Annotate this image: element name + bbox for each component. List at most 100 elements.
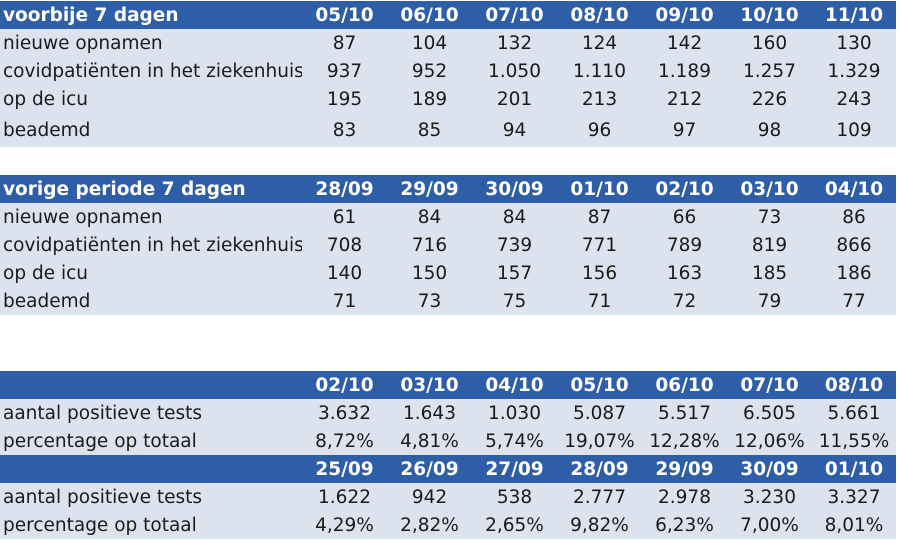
row-label: op de icu xyxy=(3,88,88,110)
table-cell: 1.643 xyxy=(403,402,456,424)
column-header: 08/10 xyxy=(570,4,629,26)
column-header: 03/10 xyxy=(740,178,799,200)
table-cell: 156 xyxy=(581,262,618,284)
column-header: 02/10 xyxy=(315,374,374,396)
table-cell: 73 xyxy=(757,206,782,228)
table-cell: 1.050 xyxy=(488,60,541,82)
table-cell: 77 xyxy=(842,290,866,312)
table-cell: 4,29% xyxy=(315,514,374,536)
table-cell: 96 xyxy=(587,119,612,141)
table-row: beademd 71 73 75 71 72 79 77 xyxy=(0,287,896,315)
table-row: beademd 83 85 94 96 97 98 109 xyxy=(0,113,896,147)
table-cell: 86 xyxy=(842,206,866,228)
table-cell: 104 xyxy=(411,32,448,54)
table-cell: 3.632 xyxy=(318,402,371,424)
table-cell: 4,81% xyxy=(400,430,459,452)
column-header: 11/10 xyxy=(824,4,884,26)
table-cell: 1.110 xyxy=(573,60,626,82)
column-header: 04/10 xyxy=(485,374,544,396)
table-cell: 189 xyxy=(411,88,448,110)
table-cell: 150 xyxy=(411,262,448,284)
table-cell: 5.661 xyxy=(827,402,881,424)
table-cell: 130 xyxy=(836,32,872,54)
table-cell: 2,82% xyxy=(400,514,459,536)
table-cell: 83 xyxy=(332,119,357,141)
table-cell: 186 xyxy=(836,262,872,284)
row-label: beademd xyxy=(3,119,91,141)
table-cell: 212 xyxy=(666,88,703,110)
row-label: aantal positieve tests xyxy=(3,486,203,508)
table-cell: 7,00% xyxy=(740,514,799,536)
table-cell: 2.978 xyxy=(658,486,711,508)
column-header: 04/10 xyxy=(824,178,884,200)
table-cell: 12,06% xyxy=(734,430,805,452)
table-cell: 19,07% xyxy=(564,430,635,452)
table-cell: 819 xyxy=(751,234,788,256)
table-cell: 952 xyxy=(411,60,448,82)
table-cell: 98 xyxy=(757,119,782,141)
column-header: 28/09 xyxy=(570,458,629,480)
table-header: vorige periode 7 dagen 28/09 29/09 30/09… xyxy=(0,175,896,203)
table-title: vorige periode 7 dagen xyxy=(3,178,246,200)
table-cell: 708 xyxy=(326,234,363,256)
table-cell: 87 xyxy=(332,32,357,54)
column-header: 08/10 xyxy=(824,374,884,396)
row-label: covidpatiënten in het ziekenhuis xyxy=(3,234,302,256)
table-cell: 79 xyxy=(757,290,782,312)
table-cell: 94 xyxy=(502,119,527,141)
table-cell: 84 xyxy=(502,206,527,228)
table-cell: 771 xyxy=(581,234,618,256)
table-cell: 1.257 xyxy=(743,60,796,82)
row-label: op de icu xyxy=(3,262,88,284)
table-header: 02/10 03/10 04/10 05/10 06/10 07/10 08/1… xyxy=(0,371,896,399)
table-cell: 716 xyxy=(411,234,448,256)
table-cell: 132 xyxy=(496,32,533,54)
column-header: 10/10 xyxy=(740,4,799,26)
table-cell: 109 xyxy=(836,119,872,141)
table-cell: 538 xyxy=(496,486,533,508)
column-header: 01/10 xyxy=(824,458,884,480)
table-cell: 140 xyxy=(326,262,363,284)
table-positieve-tests: 02/10 03/10 04/10 05/10 06/10 07/10 08/1… xyxy=(0,371,896,539)
table-header: voorbije 7 dagen 05/10 06/10 07/10 08/10… xyxy=(0,1,896,29)
column-header: 03/10 xyxy=(400,374,459,396)
table-cell: 5.517 xyxy=(658,402,711,424)
table-row: aantal positieve tests 1.622 942 538 2.7… xyxy=(0,483,896,511)
table-row: percentage op totaal 8,72% 4,81% 5,74% 1… xyxy=(0,427,896,455)
table-cell: 1.329 xyxy=(827,60,881,82)
column-header: 25/09 xyxy=(315,458,374,480)
column-header: 27/09 xyxy=(485,458,544,480)
table-cell: 226 xyxy=(751,88,788,110)
table-cell: 739 xyxy=(496,234,533,256)
table-cell: 61 xyxy=(332,206,357,228)
table-cell: 213 xyxy=(581,88,618,110)
column-header: 06/10 xyxy=(655,374,714,396)
table-cell: 142 xyxy=(666,32,703,54)
table-cell: 75 xyxy=(502,290,527,312)
table-cell: 1.622 xyxy=(318,486,371,508)
row-label: percentage op totaal xyxy=(3,430,197,452)
table-cell: 789 xyxy=(666,234,703,256)
table-cell: 87 xyxy=(587,206,612,228)
table-cell: 866 xyxy=(836,234,872,256)
table-cell: 6,23% xyxy=(655,514,714,536)
column-header: 30/09 xyxy=(485,178,544,200)
table-voorbije-7-dagen: voorbije 7 dagen 05/10 06/10 07/10 08/10… xyxy=(0,1,896,147)
column-header: 30/09 xyxy=(740,458,799,480)
table-cell: 85 xyxy=(417,119,442,141)
table-cell: 163 xyxy=(666,262,703,284)
table-cell: 1.189 xyxy=(658,60,711,82)
table-header: 25/09 26/09 27/09 28/09 29/09 30/09 01/1… xyxy=(0,455,896,483)
table-cell: 73 xyxy=(417,290,442,312)
table-cell: 8,72% xyxy=(315,430,374,452)
table-row: aantal positieve tests 3.632 1.643 1.030… xyxy=(0,399,896,427)
column-header: 01/10 xyxy=(570,178,629,200)
table-cell: 124 xyxy=(581,32,618,54)
column-header: 29/09 xyxy=(655,458,714,480)
table-cell: 942 xyxy=(411,486,448,508)
row-label: percentage op totaal xyxy=(3,514,197,536)
table-row: percentage op totaal 4,29% 2,82% 2,65% 9… xyxy=(0,511,896,539)
column-header: 05/10 xyxy=(315,4,374,26)
table-cell: 9,82% xyxy=(570,514,629,536)
table-row: op de icu 140 150 157 156 163 185 186 xyxy=(0,259,896,287)
